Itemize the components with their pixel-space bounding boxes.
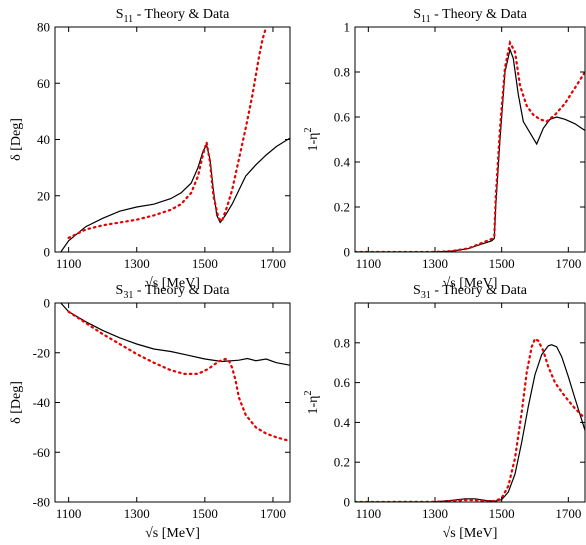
chart-bottom-right-y-tick-label: 0.6	[334, 375, 351, 390]
chart-bottom-right-x-tick-label: 1700	[555, 506, 581, 521]
chart-bottom-right-plot-frame	[354, 302, 586, 503]
chart-top-left-x-tick-label: 1500	[192, 256, 218, 271]
chart-bottom-right-x-tick-label: 1300	[422, 506, 448, 521]
chart-bottom-left-title: S31 - Theory & Data	[116, 283, 231, 301]
chart-bottom-left-x-tick-label: 1500	[192, 506, 218, 521]
chart-top-left-x-tick-label: 1300	[124, 256, 150, 271]
chart-bottom-left: 1100 1300 1500 1700 -80 -60 -40 -20 0 S31 - Theor…	[9, 283, 291, 541]
chart-top-right-title: S11 - Theory & Data	[413, 7, 527, 25]
chart-bottom-left-y-tick-label: -80	[33, 495, 50, 510]
chart-top-left-theory-series	[60, 137, 290, 252]
chart-bottom-left-y-tick-label: -60	[33, 445, 50, 460]
chart-bottom-left-theory-series	[60, 303, 290, 366]
chart-top-left-x-axis-label: √s [MeV]	[145, 276, 200, 291]
chart-top-right-y-tick-label: 0.8	[334, 65, 350, 80]
chart-top-left-data-series	[67, 27, 268, 239]
chart-bottom-left-y-axis-label: δ [Deg]	[9, 381, 24, 424]
chart-top-right-x-axis-label: √s [MeV]	[443, 276, 498, 291]
chart-top-right-x-tick-label: 1700	[555, 256, 581, 271]
chart-top-right-data-series	[355, 39, 585, 252]
chart-bottom-right-theory-series	[355, 344, 585, 502]
chart-top-left-y-tick-label: 60	[37, 76, 50, 91]
chart-bottom-right-title: S31 - Theory & Data	[413, 283, 528, 301]
chart-bottom-right-y-tick-label: 0.8	[334, 335, 350, 350]
chart-top-left-x-tick-label: 1100	[56, 256, 82, 271]
chart-bottom-left-y-tick-label: 0	[44, 296, 51, 311]
chart-top-right-plot-frame	[354, 26, 586, 253]
chart-bottom-right: 1100 1300 1500 1700 0 0.2 0.4 0.6 0.8 S31 - Theor…	[303, 283, 586, 541]
chart-bottom-right-x-tick-label: 1100	[356, 506, 382, 521]
chart-top-right-y-tick-label: 0	[344, 245, 351, 260]
chart-bottom-right-y-tick-label: 0	[344, 495, 351, 510]
chart-bottom-right-data-series	[355, 337, 585, 502]
chart-bottom-left-x-tick-label: 1300	[124, 506, 150, 521]
chart-top-left-y-tick-label: 40	[37, 132, 50, 147]
chart-top-left-y-tick-label: 0	[44, 245, 51, 260]
chart-bottom-left-y-tick-label: -20	[33, 345, 50, 360]
chart-bottom-left-x-tick-label: 1100	[56, 506, 82, 521]
chart-top-right-y-axis-label: 1-η2	[303, 128, 321, 152]
chart-top-right-y-tick-label: 0.2	[334, 200, 350, 215]
chart-top-right-x-tick-label: 1100	[356, 256, 382, 271]
chart-bottom-right-x-axis-label: √s [MeV]	[443, 526, 498, 541]
chart-bottom-right-y-axis-label: 1-η2	[303, 391, 321, 415]
chart-bottom-left-x-tick-label: 1700	[260, 506, 286, 521]
chart-top-right-theory-series	[355, 47, 585, 252]
chart-top-left: 1100 1300 1500 1700 0 20 40 60 80 S11 - Theory & …	[9, 7, 291, 291]
chart-bottom-left-y-tick-label: -40	[33, 395, 50, 410]
chart-top-right-y-tick-label: 0.6	[334, 110, 351, 125]
chart-top-left-y-tick-label: 80	[37, 20, 50, 35]
chart-top-right: 1100 1300 1500 1700 0 0.2 0.4 0.6 0.8 1 S11 - Theo…	[303, 7, 586, 291]
chart-top-left-y-tick-label: 20	[37, 188, 50, 203]
chart-bottom-left-x-axis-label: √s [MeV]	[145, 526, 200, 541]
chart-bottom-right-y-tick-label: 0.2	[334, 455, 350, 470]
chart-top-right-x-tick-label: 1300	[422, 256, 448, 271]
chart-bottom-left-data-series	[67, 310, 290, 443]
chart-bottom-left-plot-frame	[54, 302, 291, 503]
chart-bottom-right-y-tick-label: 0.4	[334, 415, 351, 430]
chart-top-right-y-tick-label: 0.4	[334, 155, 351, 170]
chart-top-left-y-axis-label: δ [Deg]	[9, 118, 24, 161]
chart-bottom-right-x-tick-label: 1500	[489, 506, 515, 521]
chart-top-left-title: S11 - Theory & Data	[116, 7, 230, 25]
chart-top-left-x-tick-label: 1700	[260, 256, 286, 271]
chart-top-right-x-tick-label: 1500	[489, 256, 515, 271]
chart-top-left-plot-frame	[54, 26, 291, 253]
chart-top-right-y-tick-label: 1	[344, 20, 351, 35]
